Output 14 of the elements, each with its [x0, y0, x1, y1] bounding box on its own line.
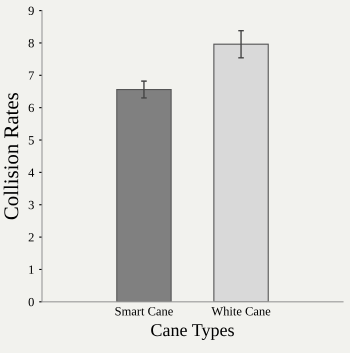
y-tick-label: 1 [29, 266, 34, 274]
y-tick-label: 9 [28, 6, 34, 16]
y-axis-title: Collision Rates [4, 93, 18, 220]
y-tick-label: 6 [28, 104, 34, 112]
x-axis-title: Cane Types [151, 324, 234, 340]
x-tick-label: Smart Cane [115, 307, 173, 316]
y-tick-label: 2 [28, 233, 34, 242]
y-tick-label: 7 [28, 71, 34, 80]
y-tick-label: 3 [28, 200, 34, 210]
y-tick-label: 8 [28, 38, 34, 48]
y-tick-label: 0 [28, 298, 34, 306]
y-tick-label: 4 [28, 168, 34, 177]
y-tick-label: 5 [28, 136, 34, 144]
x-tick-label: White Cane [211, 306, 270, 316]
